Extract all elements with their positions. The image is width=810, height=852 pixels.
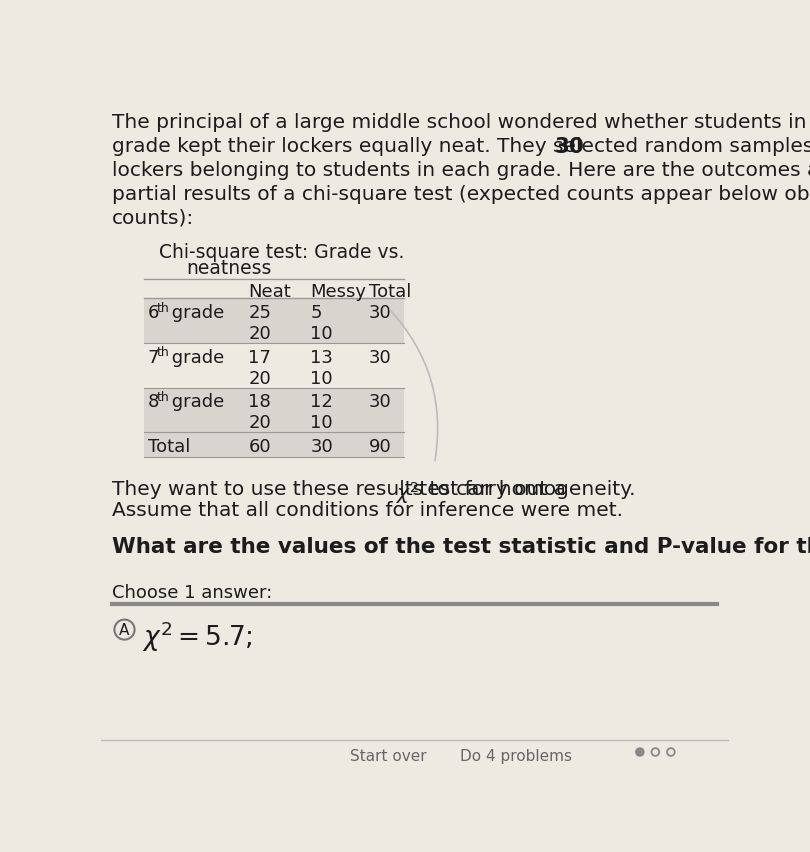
Text: 10: 10 <box>310 369 333 387</box>
Text: 60: 60 <box>249 438 271 456</box>
Text: 18: 18 <box>249 393 271 411</box>
Text: test for homogeneity.: test for homogeneity. <box>412 479 635 498</box>
Text: 30: 30 <box>310 438 333 456</box>
Text: 25: 25 <box>249 304 271 322</box>
Text: 5: 5 <box>310 304 322 322</box>
Text: 12: 12 <box>310 393 334 411</box>
Text: 30: 30 <box>369 348 391 366</box>
Text: Start over: Start over <box>350 748 426 763</box>
Circle shape <box>636 748 644 756</box>
Text: Choose 1 answer:: Choose 1 answer: <box>112 583 272 601</box>
Text: A: A <box>119 622 130 637</box>
Text: partial results of a chi-square test (expected counts appear below observed: partial results of a chi-square test (ex… <box>112 185 810 204</box>
FancyBboxPatch shape <box>144 299 403 343</box>
Text: 10: 10 <box>310 414 333 432</box>
Text: th: th <box>156 346 169 359</box>
Text: Total: Total <box>369 282 411 300</box>
Text: grade: grade <box>166 348 224 366</box>
Text: 10: 10 <box>310 325 333 343</box>
Text: Total: Total <box>147 438 190 456</box>
Text: counts):: counts): <box>112 209 194 227</box>
Text: 8: 8 <box>147 393 159 411</box>
Text: Assume that all conditions for inference were met.: Assume that all conditions for inference… <box>112 501 623 520</box>
Text: They want to use these results to carry out a: They want to use these results to carry … <box>112 479 573 498</box>
Text: 30: 30 <box>369 393 391 411</box>
Text: th: th <box>156 391 169 404</box>
Text: 30: 30 <box>555 137 585 157</box>
Text: 20: 20 <box>249 325 271 343</box>
Text: $\chi^2$: $\chi^2$ <box>395 479 419 505</box>
Text: grade: grade <box>166 304 224 322</box>
FancyBboxPatch shape <box>144 433 403 458</box>
FancyArrowPatch shape <box>390 310 437 461</box>
Text: 20: 20 <box>249 414 271 432</box>
Text: 7: 7 <box>147 348 160 366</box>
FancyBboxPatch shape <box>144 389 403 433</box>
Text: 17: 17 <box>249 348 271 366</box>
Text: Do 4 problems: Do 4 problems <box>460 748 572 763</box>
Text: Neat: Neat <box>249 282 292 300</box>
Text: 30: 30 <box>369 304 391 322</box>
Text: 6: 6 <box>147 304 159 322</box>
Text: What are the values of the test statistic and P-value for their test?: What are the values of the test statisti… <box>112 537 810 556</box>
Text: 13: 13 <box>310 348 334 366</box>
Text: The principal of a large middle school wondered whether students in each: The principal of a large middle school w… <box>112 113 810 132</box>
Text: Chi-square test: Grade vs.: Chi-square test: Grade vs. <box>160 242 405 262</box>
Text: grade kept their lockers equally neat. They selected random samples of: grade kept their lockers equally neat. T… <box>112 137 810 156</box>
Text: 20: 20 <box>249 369 271 387</box>
Text: Messy: Messy <box>310 282 366 300</box>
Text: lockers belonging to students in each grade. Here are the outcomes and: lockers belonging to students in each gr… <box>112 161 810 180</box>
Text: 90: 90 <box>369 438 391 456</box>
Text: $\chi^2 = 5.7;$: $\chi^2 = 5.7;$ <box>142 619 252 653</box>
Text: th: th <box>156 302 169 314</box>
Text: grade: grade <box>166 393 224 411</box>
Text: neatness: neatness <box>186 259 272 278</box>
